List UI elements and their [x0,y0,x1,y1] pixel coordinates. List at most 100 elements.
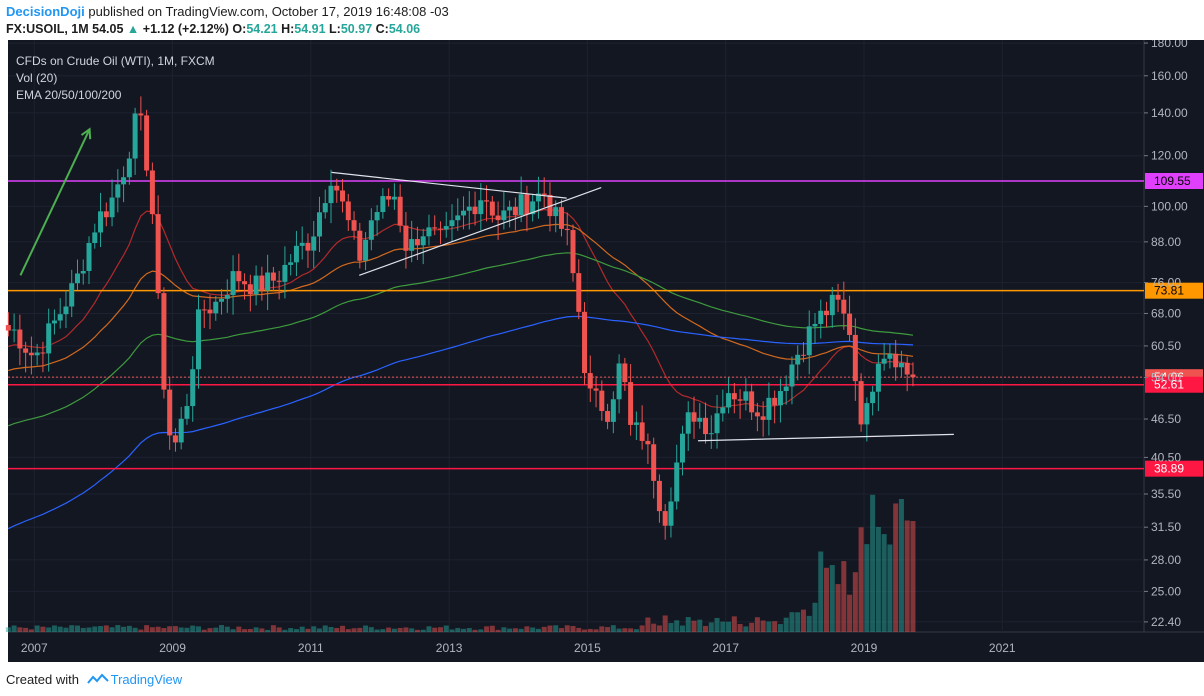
candle-body [731,393,737,400]
candle-body [121,177,127,185]
candle-body [697,417,703,422]
candle-body [898,362,904,368]
candle-body [403,225,409,251]
volume-bar [582,629,588,632]
volume-bar [115,625,121,632]
volume-bar [253,627,259,632]
volume-bar [639,625,645,632]
volume-bar [69,625,75,632]
volume-bar [23,627,29,632]
volume-bar [466,628,472,632]
volume-bar [357,627,363,632]
volume-bar [380,629,386,632]
volume-bar [783,617,789,632]
volume-bar [184,627,190,632]
candle-body [219,298,225,302]
candle-body [829,294,835,316]
volume-bar [789,612,795,632]
candle-body [230,271,236,295]
price-tick-label: 180.00 [1151,40,1188,50]
price-axis-labels: 180.00 160.00 140.00 120.00 100.00 88.00 76.00… [1144,40,1188,629]
volume-bar [530,627,536,632]
candle-body [34,352,40,356]
volume-bar [524,626,530,632]
candle-body [40,352,46,354]
candle-body [386,196,392,200]
volume-bar [414,629,420,632]
volume-bar [311,626,317,632]
volume-bar [484,626,490,632]
candle-body [795,354,801,365]
candle-body [726,393,732,408]
volume-bar [293,629,299,632]
price-tick-label: 160.00 [1151,69,1188,83]
volume-bar [628,628,634,632]
volume-bar [662,615,668,632]
volume-bar [547,625,553,632]
candle-body [553,207,559,217]
volume-bar [322,625,328,632]
volume-bar [766,621,772,632]
candle-body [236,271,242,282]
volume-bar [103,625,109,632]
volume-bar [149,627,155,632]
volume-bar [898,499,904,632]
volume-bar [305,628,311,632]
volume-bar [437,627,443,632]
volume-bar [501,627,507,632]
author-name[interactable]: DecisionDoji [6,4,85,19]
tradingview-brand[interactable]: TradingView [110,672,183,687]
volume-bar [795,612,801,632]
candle-body [109,197,115,218]
candle-body [305,242,311,251]
volume-bar [605,627,611,632]
volume-bar [558,628,564,632]
candle-body [870,391,876,404]
volume-bar [881,534,887,632]
legend-vol: Vol (20) [16,71,57,85]
candle-body [409,239,415,251]
time-axis[interactable] [8,632,1204,662]
price-axis[interactable] [1144,40,1204,632]
candle-body [155,214,161,294]
volume-bar [259,628,265,632]
time-tick-label: 2011 [298,641,324,655]
volume-bar [207,628,213,632]
candle-body [812,323,818,327]
candle-body [144,115,150,171]
volume-bar [760,620,766,632]
volume-bar [28,629,34,632]
candle-body [484,200,490,202]
candle-body [293,245,299,263]
price-tick-label: 46.50 [1151,412,1181,426]
volume-bar [236,626,242,632]
volume-bar [420,629,426,632]
volume-bar [265,629,271,632]
plot-area[interactable] [8,40,1144,632]
candle-body [541,193,547,195]
publish-text: published on TradingView.com, October 17… [88,4,449,19]
arrow-head-icon [80,127,92,140]
volume-bar [553,625,559,632]
close-label: C: [375,22,389,36]
candle-body [518,194,524,216]
volume-bar [374,629,380,632]
volume-bar [126,625,132,632]
candle-body [11,329,17,331]
volume-bar [11,625,17,632]
volume-bar [800,609,806,632]
volume-bar [455,627,461,632]
volume-bar [80,627,86,632]
candle-body [328,185,334,204]
volume-bar [812,602,818,632]
ohlc-bar: FX:USOIL, 1M 54.05 ▲ +1.12 (+2.12%) O:54… [6,22,420,36]
volume-bar [818,551,824,632]
candle-body [391,196,397,200]
volume-bar [910,520,916,632]
volume-bar [167,626,173,632]
ema-200-line [8,315,914,530]
volume-bar [34,625,40,632]
candle-body [570,230,576,274]
volume-bar [138,629,144,632]
